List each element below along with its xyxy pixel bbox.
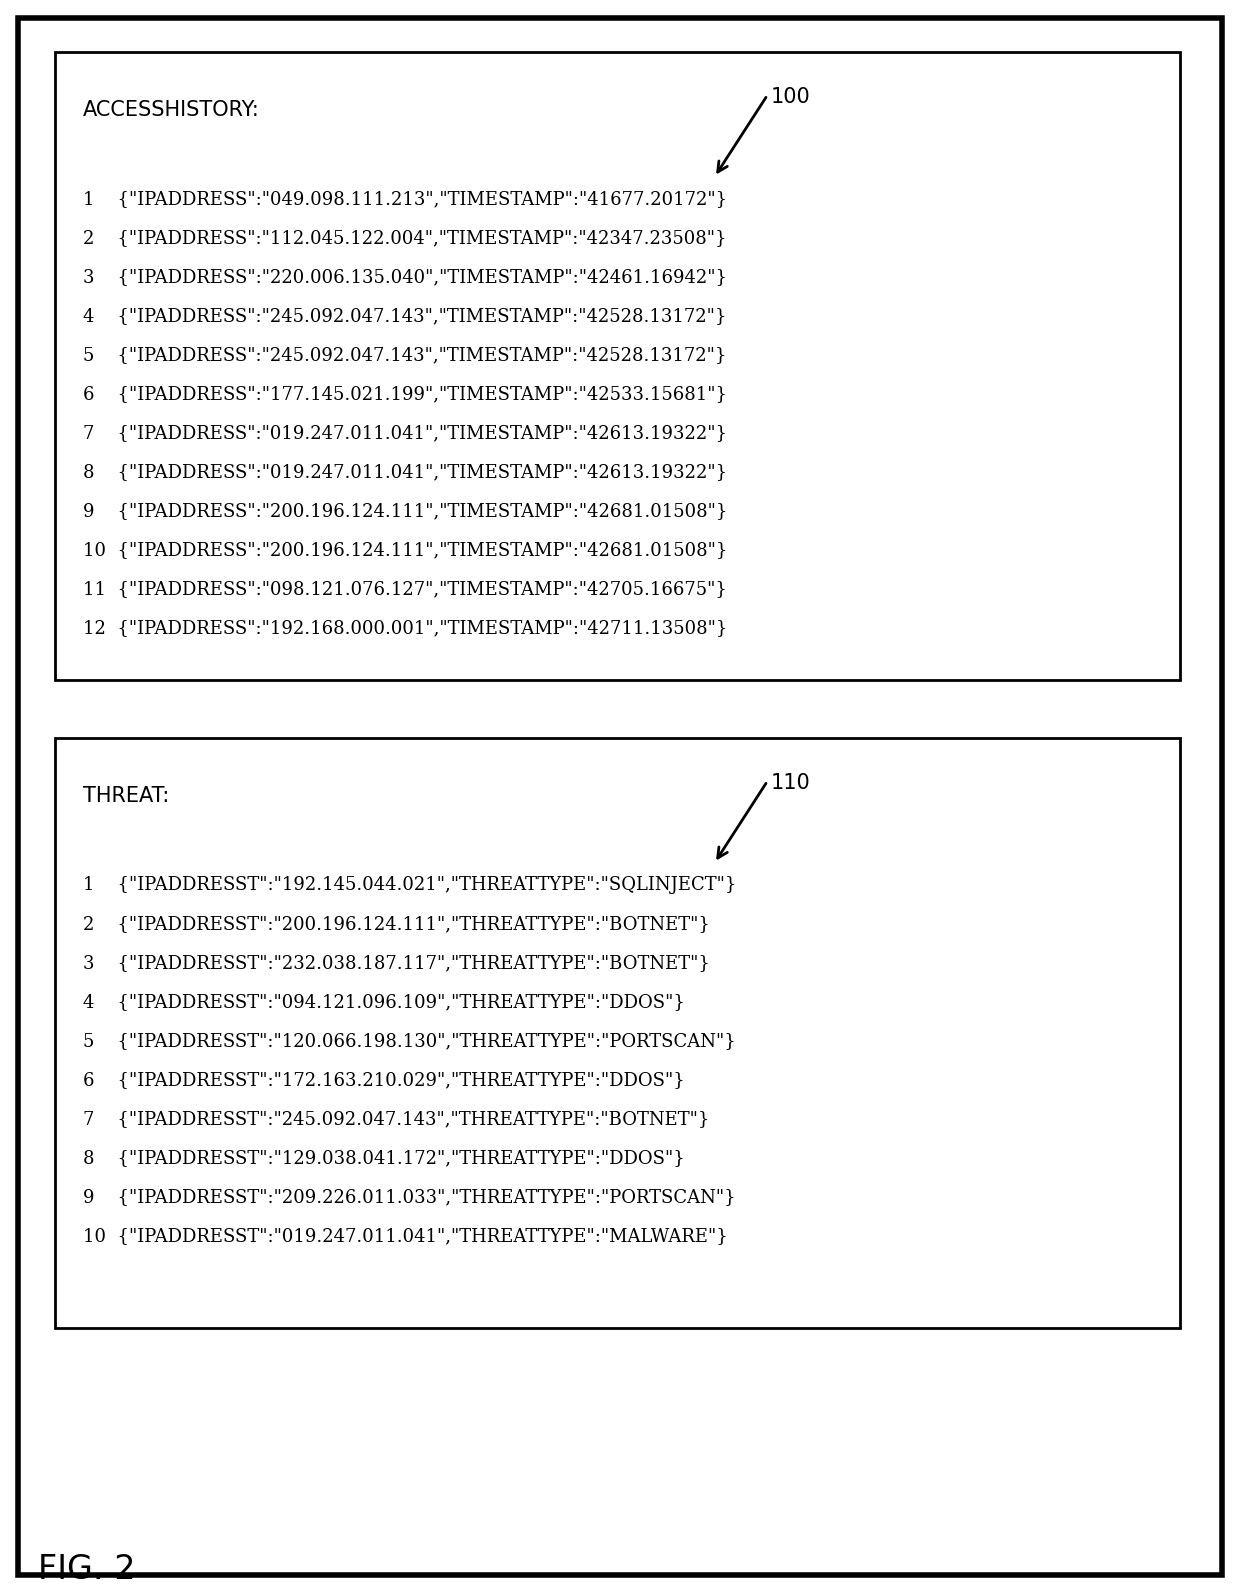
Text: 4    {"IPADDRESS":"245.092.047.143","TIMESTAMP":"42528.13172"}: 4 {"IPADDRESS":"245.092.047.143","TIMEST… bbox=[83, 307, 727, 325]
Text: 6    {"IPADDRESST":"172.163.210.029","THREATTYPE":"DDOS"}: 6 {"IPADDRESST":"172.163.210.029","THREA… bbox=[83, 1070, 684, 1090]
Text: 3    {"IPADDRESS":"220.006.135.040","TIMESTAMP":"42461.16942"}: 3 {"IPADDRESS":"220.006.135.040","TIMEST… bbox=[83, 268, 727, 287]
Text: 9    {"IPADDRESST":"209.226.011.033","THREATTYPE":"PORTSCAN"}: 9 {"IPADDRESST":"209.226.011.033","THREA… bbox=[83, 1188, 735, 1206]
Text: 4    {"IPADDRESST":"094.121.096.109","THREATTYPE":"DDOS"}: 4 {"IPADDRESST":"094.121.096.109","THREA… bbox=[83, 992, 684, 1012]
Text: 12  {"IPADDRESS":"192.168.000.001","TIMESTAMP":"42711.13508"}: 12 {"IPADDRESS":"192.168.000.001","TIMES… bbox=[83, 620, 728, 637]
Text: 5    {"IPADDRESST":"120.066.198.130","THREATTYPE":"PORTSCAN"}: 5 {"IPADDRESST":"120.066.198.130","THREA… bbox=[83, 1032, 735, 1050]
Text: FIG. 2: FIG. 2 bbox=[38, 1553, 135, 1587]
Text: 2    {"IPADDRESS":"112.045.122.004","TIMESTAMP":"42347.23508"}: 2 {"IPADDRESS":"112.045.122.004","TIMEST… bbox=[83, 229, 727, 247]
Text: 100: 100 bbox=[770, 88, 810, 107]
Text: 9    {"IPADDRESS":"200.196.124.111","TIMESTAMP":"42681.01508"}: 9 {"IPADDRESS":"200.196.124.111","TIMEST… bbox=[83, 502, 728, 519]
Text: 3    {"IPADDRESST":"232.038.187.117","THREATTYPE":"BOTNET"}: 3 {"IPADDRESST":"232.038.187.117","THREA… bbox=[83, 954, 709, 972]
Text: ACCESSHISTORY:: ACCESSHISTORY: bbox=[83, 100, 259, 119]
Text: THREAT:: THREAT: bbox=[83, 785, 169, 806]
Text: 5    {"IPADDRESS":"245.092.047.143","TIMESTAMP":"42528.13172"}: 5 {"IPADDRESS":"245.092.047.143","TIMEST… bbox=[83, 346, 727, 363]
Bar bbox=[55, 738, 1180, 1329]
Bar bbox=[55, 53, 1180, 680]
Text: 10  {"IPADDRESST":"019.247.011.041","THREATTYPE":"MALWARE"}: 10 {"IPADDRESST":"019.247.011.041","THRE… bbox=[83, 1227, 728, 1246]
Text: 1    {"IPADDRESS":"049.098.111.213","TIMESTAMP":"41677.20172"}: 1 {"IPADDRESS":"049.098.111.213","TIMEST… bbox=[83, 190, 727, 209]
Text: 2    {"IPADDRESST":"200.196.124.111","THREATTYPE":"BOTNET"}: 2 {"IPADDRESST":"200.196.124.111","THREA… bbox=[83, 914, 709, 933]
Text: 8    {"IPADDRESS":"019.247.011.041","TIMESTAMP":"42613.19322"}: 8 {"IPADDRESS":"019.247.011.041","TIMEST… bbox=[83, 464, 727, 481]
Text: 7    {"IPADDRESST":"245.092.047.143","THREATTYPE":"BOTNET"}: 7 {"IPADDRESST":"245.092.047.143","THREA… bbox=[83, 1110, 709, 1128]
Text: 10  {"IPADDRESS":"200.196.124.111","TIMESTAMP":"42681.01508"}: 10 {"IPADDRESS":"200.196.124.111","TIMES… bbox=[83, 542, 728, 559]
Text: 7    {"IPADDRESS":"019.247.011.041","TIMESTAMP":"42613.19322"}: 7 {"IPADDRESS":"019.247.011.041","TIMEST… bbox=[83, 424, 727, 441]
Text: 11  {"IPADDRESS":"098.121.076.127","TIMESTAMP":"42705.16675"}: 11 {"IPADDRESS":"098.121.076.127","TIMES… bbox=[83, 580, 727, 597]
Text: 6    {"IPADDRESS":"177.145.021.199","TIMESTAMP":"42533.15681"}: 6 {"IPADDRESS":"177.145.021.199","TIMEST… bbox=[83, 386, 727, 403]
Text: 8    {"IPADDRESST":"129.038.041.172","THREATTYPE":"DDOS"}: 8 {"IPADDRESST":"129.038.041.172","THREA… bbox=[83, 1149, 684, 1168]
Text: 110: 110 bbox=[770, 773, 810, 793]
Text: 1    {"IPADDRESST":"192.145.044.021","THREATTYPE":"SQLINJECT"}: 1 {"IPADDRESST":"192.145.044.021","THREA… bbox=[83, 876, 737, 894]
